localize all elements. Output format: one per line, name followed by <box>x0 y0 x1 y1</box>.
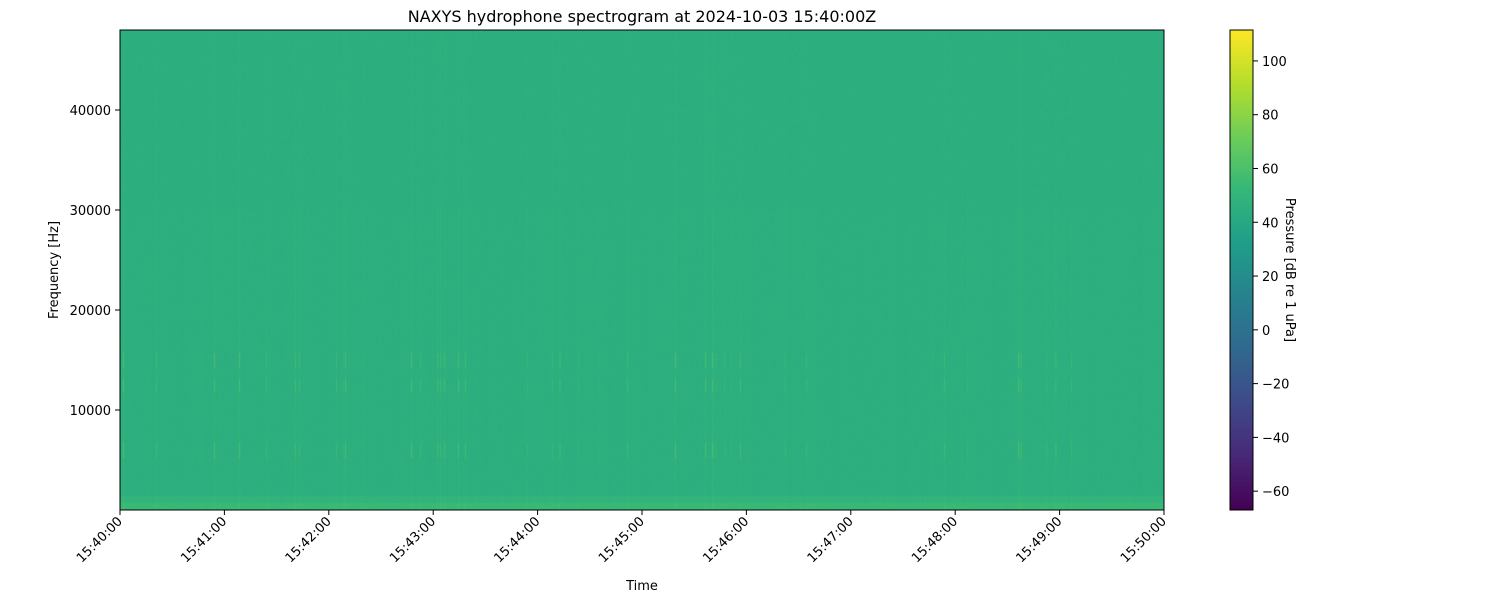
colorbar-frame <box>1229 29 1254 511</box>
colorbar-tick-label: 80 <box>1262 109 1279 124</box>
colorbar-tick-label: 20 <box>1262 270 1279 285</box>
x-tick-label: 15:46:00 <box>700 514 752 566</box>
colorbar-tick-label: −40 <box>1262 431 1289 446</box>
x-tick-label: 15:45:00 <box>596 514 648 566</box>
x-tick-label: 15:47:00 <box>805 514 857 566</box>
x-tick-label: 15:50:00 <box>1118 514 1170 566</box>
colorbar-tick-label: 60 <box>1262 162 1279 177</box>
x-axis-label: Time <box>625 579 658 594</box>
x-tick-label: 15:40:00 <box>74 514 126 566</box>
colorbar-tick-label: 100 <box>1262 55 1287 70</box>
y-tick-label: 20000 <box>70 304 111 319</box>
colorbar-label: Pressure [dB re 1 uPa] <box>1282 198 1297 342</box>
y-tick-label: 10000 <box>70 404 111 419</box>
x-tick-label: 15:41:00 <box>178 514 230 566</box>
colorbar-gradient <box>1230 30 1253 510</box>
plot-frame <box>119 29 1165 511</box>
x-tick-label: 15:42:00 <box>283 514 335 566</box>
spectrogram-image <box>120 30 1164 510</box>
chart-title: NAXYS hydrophone spectrogram at 2024-10-… <box>408 7 877 26</box>
x-tick-label: 15:49:00 <box>1014 514 1066 566</box>
colorbar-tick-label: −60 <box>1262 485 1289 500</box>
colorbar-tick-label: −20 <box>1262 378 1289 393</box>
y-axis-label: Frequency [Hz] <box>47 221 62 319</box>
y-tick-label: 40000 <box>70 104 111 119</box>
y-tick-label: 30000 <box>70 204 111 219</box>
x-tick-label: 15:48:00 <box>909 514 961 566</box>
x-tick-label: 15:43:00 <box>387 514 439 566</box>
x-tick-label: 15:44:00 <box>492 514 544 566</box>
colorbar-tick-label: 40 <box>1262 216 1279 231</box>
colorbar-tick-label: 0 <box>1262 324 1270 339</box>
